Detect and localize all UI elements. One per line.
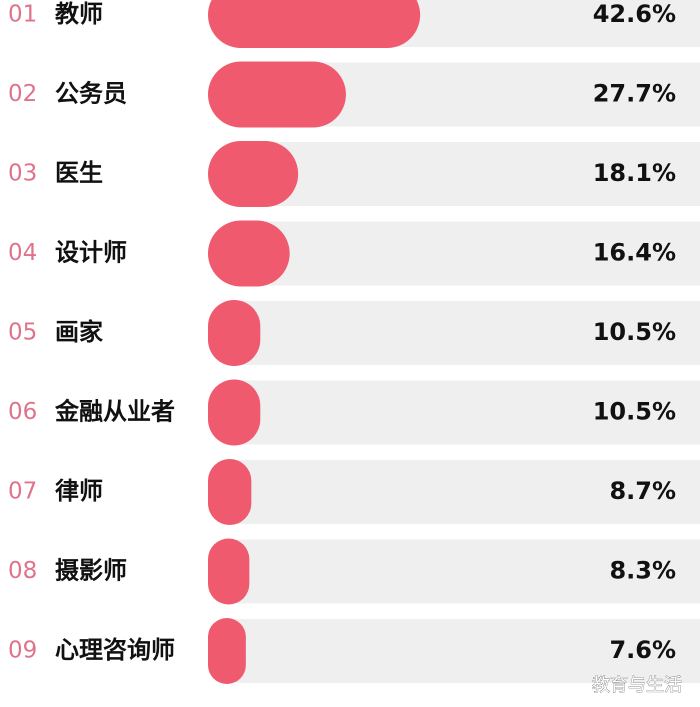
bar bbox=[208, 141, 299, 207]
value-label: 10.5% bbox=[593, 398, 676, 426]
value-label: 18.1% bbox=[593, 159, 676, 187]
rank-label: 08 bbox=[8, 558, 37, 584]
category-label: 摄影师 bbox=[55, 557, 127, 585]
value-label: 8.3% bbox=[609, 557, 676, 585]
rank-label: 07 bbox=[8, 479, 37, 505]
rank-label: 06 bbox=[8, 399, 37, 425]
category-label: 律师 bbox=[55, 477, 103, 505]
value-label: 7.6% bbox=[609, 636, 676, 664]
bar-track bbox=[208, 142, 700, 206]
bar-track bbox=[208, 380, 700, 445]
bar bbox=[208, 379, 261, 446]
bar bbox=[208, 459, 252, 525]
rank-label: 04 bbox=[8, 240, 37, 266]
bar-track bbox=[208, 619, 700, 683]
bar bbox=[208, 300, 261, 366]
rank-label: 03 bbox=[8, 161, 37, 187]
bar bbox=[208, 538, 250, 605]
bar bbox=[208, 0, 421, 48]
bar-track bbox=[208, 539, 700, 604]
category-label: 医生 bbox=[55, 159, 103, 187]
value-label: 10.5% bbox=[593, 318, 676, 346]
category-label: 心理咨询师 bbox=[55, 636, 175, 664]
value-label: 8.7% bbox=[609, 477, 676, 505]
rank-label: 05 bbox=[8, 320, 37, 346]
category-label: 金融从业者 bbox=[54, 398, 175, 426]
bar-track bbox=[208, 460, 700, 524]
bar-track bbox=[208, 221, 700, 286]
bar bbox=[208, 618, 246, 684]
category-label: 公务员 bbox=[55, 80, 127, 108]
rank-label: 09 bbox=[8, 638, 37, 664]
value-label: 16.4% bbox=[593, 239, 676, 267]
category-label: 设计师 bbox=[55, 239, 127, 267]
value-label: 27.7% bbox=[593, 80, 676, 108]
watermark: 教育与生活 bbox=[592, 675, 682, 696]
category-label: 画家 bbox=[55, 318, 103, 346]
rank-label: 01 bbox=[8, 2, 37, 28]
bar-track bbox=[208, 301, 700, 365]
value-label: 42.6% bbox=[593, 0, 676, 28]
bar bbox=[208, 61, 346, 128]
bar bbox=[208, 220, 290, 287]
category-label: 教师 bbox=[55, 0, 103, 28]
rank-label: 02 bbox=[8, 81, 37, 107]
